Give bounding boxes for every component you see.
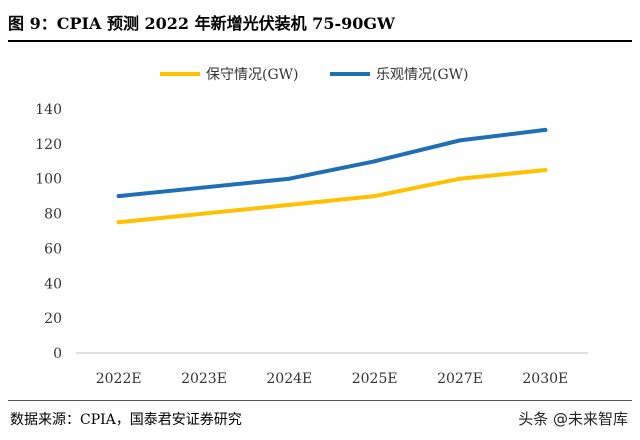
line-chart: 保守情况(GW) 乐观情况(GW) 0 20 40 60 80 100 120 140 2022E…: [0, 46, 640, 396]
title-rule: [8, 40, 632, 42]
x-tick-label: 2030E: [522, 371, 568, 387]
series-2-point: [116, 194, 121, 199]
legend-label-2: 乐观情况(GW): [376, 67, 469, 83]
series-1-point: [543, 168, 548, 172]
y-tick-label: 80: [44, 207, 62, 223]
y-tick-label: 120: [35, 137, 62, 153]
series-1-point: [372, 194, 377, 199]
y-tick-label: 0: [53, 346, 62, 362]
series-2-point: [202, 185, 206, 190]
series-2-point: [543, 127, 548, 132]
legend: 保守情况(GW) 乐观情况(GW): [160, 67, 469, 83]
x-tick-label: 2025E: [352, 371, 398, 387]
y-tick-label: 60: [44, 241, 62, 257]
footer-rule: [8, 400, 632, 401]
series-1-point: [458, 176, 462, 181]
legend-label-1: 保守情况(GW): [206, 67, 299, 83]
x-tick-label: 2024E: [266, 371, 312, 387]
x-tick-label: 2022E: [96, 371, 142, 387]
chart-svg: 保守情况(GW) 乐观情况(GW) 0 20 40 60 80 100 120 140 2022E…: [35, 67, 588, 387]
series-2-point: [287, 176, 292, 181]
series-lines: [116, 127, 548, 225]
y-tick-label: 20: [44, 311, 62, 327]
series-2-point: [372, 159, 377, 164]
series-2-point: [458, 138, 462, 143]
axes: 0 20 40 60 80 100 120 140 2022E 2023E 2024E 2025E 20…: [35, 102, 588, 387]
series-1-point: [116, 220, 121, 225]
figure-title: 图 9：CPIA 预测 2022 年新增光伏装机 75-90GW: [8, 14, 395, 33]
y-tick-label: 100: [35, 172, 62, 188]
x-tick-label: 2023E: [181, 371, 227, 387]
watermark: 头条 @未来智库: [518, 410, 628, 428]
data-source-note: 数据来源：CPIA，国泰君安证券研究: [10, 412, 242, 428]
series-line-1: [116, 168, 548, 225]
y-tick-label: 40: [44, 276, 62, 292]
series-1-point: [202, 211, 206, 216]
series-line-2: [116, 127, 548, 199]
series-1-point: [287, 202, 292, 207]
y-tick-label: 140: [35, 102, 62, 118]
x-tick-label: 2027E: [437, 371, 483, 387]
